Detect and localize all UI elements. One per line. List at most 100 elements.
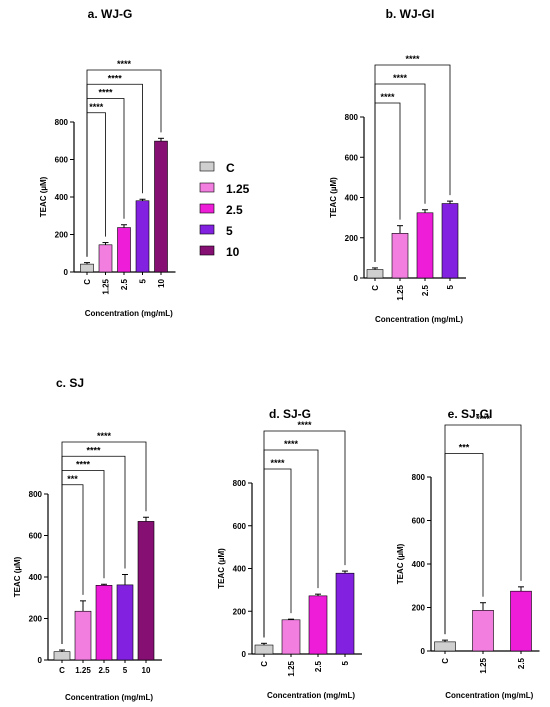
- significance-label: ****: [393, 73, 408, 83]
- legend-label: 2.5: [226, 203, 243, 217]
- y-tick-label: 400: [55, 193, 69, 202]
- y-tick-label: 800: [29, 490, 43, 499]
- x-tick-label: C: [59, 666, 65, 675]
- significance-bracket: ****: [263, 458, 292, 638]
- x-tick-label: C: [371, 285, 380, 291]
- y-tick-label: 600: [233, 522, 247, 531]
- significance-line: [61, 441, 147, 645]
- significance-bracket: ***: [444, 443, 484, 635]
- x-tick-label: 2.5: [314, 660, 323, 672]
- chart-title: d. SJ-G: [269, 407, 311, 421]
- x-tick-label: 2.5: [517, 657, 526, 669]
- bar-2.5: [117, 227, 131, 273]
- bar-10: [154, 140, 168, 273]
- significance-label: ****: [117, 59, 132, 69]
- chart-panel-d: d. SJ-G 0 200 400 600 800 TEAC (µM) Concentrati…: [217, 407, 362, 700]
- y-tick-label: 400: [29, 573, 43, 582]
- legend-item-2.5: 2.5: [199, 203, 243, 217]
- y-tick-label: 600: [55, 156, 69, 165]
- bar-5: [335, 572, 355, 655]
- y-tick-label: 200: [233, 607, 247, 616]
- y-tick-label: 400: [233, 565, 247, 574]
- legend-item-5: 5: [199, 224, 233, 238]
- x-tick-label: 10: [142, 666, 151, 675]
- x-tick-label: 10: [157, 278, 166, 287]
- significance-label: ****: [405, 54, 420, 64]
- y-tick-label: 0: [421, 647, 426, 656]
- x-tick-label: 2.5: [98, 666, 110, 675]
- y-tick-label: 200: [412, 604, 426, 613]
- chart-panel-b: b. WJ-GI 0 200 400 600 800 TEAC (µM) Concentrat…: [329, 7, 466, 324]
- significance-label: ***: [67, 474, 78, 484]
- y-axis-label: TEAC (µM): [13, 556, 22, 597]
- significance-bracket: ****: [374, 54, 451, 262]
- y-tick-label: 0: [64, 268, 69, 277]
- y-tick-label: 400: [412, 560, 426, 569]
- legend-label: 5: [226, 224, 233, 238]
- legend-item-10: 10: [199, 245, 240, 259]
- x-axis-label: Concentration (mg/mL): [267, 691, 355, 700]
- significance-label: ****: [97, 431, 112, 441]
- significance-label: ****: [297, 420, 312, 430]
- legend-label: 1.25: [226, 182, 250, 196]
- bar-C: [80, 263, 94, 273]
- significance-label: ****: [476, 414, 491, 424]
- x-axis-label: Concentration (mg/mL): [445, 691, 533, 700]
- significance-bracket: ****: [86, 73, 143, 257]
- y-tick-label: 200: [55, 231, 69, 240]
- x-tick-label: 2.5: [120, 278, 129, 290]
- bar-1.25: [281, 619, 301, 655]
- bar-2.5: [308, 595, 328, 655]
- significance-bracket: ****: [263, 420, 346, 638]
- significance-label: ****: [98, 88, 113, 98]
- significance-label: ****: [89, 102, 104, 112]
- legend: C 1.25 2.5 5 10: [199, 161, 250, 259]
- legend-swatch: [199, 182, 215, 193]
- bar-2.5: [95, 584, 113, 661]
- significance-line: [263, 430, 346, 638]
- x-axis-label: Concentration (mg/mL): [65, 693, 153, 702]
- bar-C: [366, 269, 384, 279]
- y-tick-label: 0: [38, 656, 43, 665]
- x-tick-label: 1.25: [287, 660, 296, 676]
- bar-5: [441, 203, 459, 279]
- x-tick-label: 1.25: [102, 278, 111, 294]
- x-axis-label: Concentration (mg/mL): [375, 315, 463, 324]
- significance-line: [263, 468, 292, 638]
- significance-label: ****: [86, 445, 101, 455]
- bar-5: [116, 584, 134, 661]
- significance-bracket: ****: [444, 414, 522, 635]
- chart-title: c. SJ: [56, 376, 84, 390]
- x-tick-label: C: [83, 279, 92, 285]
- x-axis-label: Concentration (mg/mL): [85, 309, 173, 318]
- significance-label: ****: [108, 73, 123, 83]
- bar-2.5: [510, 590, 532, 652]
- y-tick-label: 200: [29, 615, 43, 624]
- significance-line: [444, 453, 484, 635]
- x-tick-label: 1.25: [75, 666, 91, 675]
- y-tick-label: 800: [233, 479, 247, 488]
- significance-label: ****: [270, 458, 285, 468]
- x-tick-label: 5: [341, 660, 350, 665]
- y-tick-label: 600: [29, 532, 43, 541]
- bar-1.25: [74, 610, 92, 661]
- significance-line: [374, 64, 451, 262]
- y-tick-label: 800: [412, 473, 426, 482]
- bar-C: [254, 644, 274, 655]
- x-tick-label: C: [260, 661, 269, 667]
- x-tick-label: 5: [139, 278, 148, 283]
- significance-bracket: ****: [61, 431, 147, 645]
- significance-label: ***: [459, 443, 470, 453]
- y-tick-label: 800: [55, 118, 69, 127]
- y-axis-label: TEAC (µM): [39, 176, 48, 217]
- y-tick-label: 600: [412, 517, 426, 526]
- y-axis-label: TEAC (µM): [329, 177, 338, 218]
- legend-label: C: [226, 161, 235, 175]
- bar-C: [53, 651, 71, 661]
- y-tick-label: 800: [345, 113, 359, 122]
- chart-title: e. SJ-GI: [448, 407, 493, 421]
- legend-swatch: [199, 161, 215, 172]
- significance-label: ****: [76, 460, 91, 470]
- significance-label: ****: [284, 439, 299, 449]
